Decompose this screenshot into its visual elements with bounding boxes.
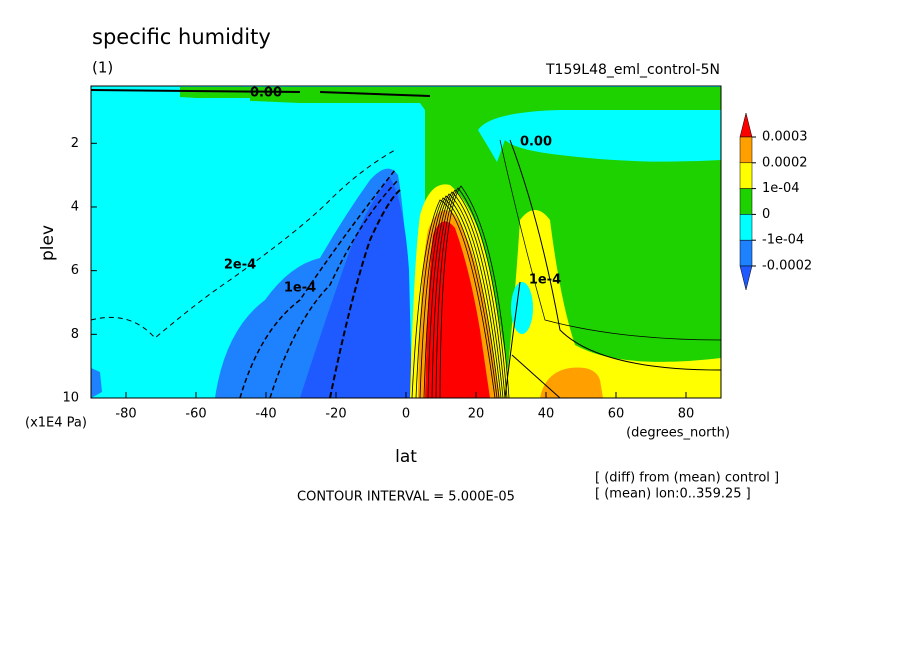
contour-label: 0.00 (520, 135, 552, 150)
x-tick-label: -80 (115, 407, 136, 422)
x-tick-label: -60 (185, 407, 206, 422)
chart-title: specific humidity (92, 25, 271, 49)
contour-line (435, 187, 508, 399)
colorbar-cell (739, 112, 753, 138)
contour-line (439, 185, 510, 399)
contour-line (423, 193, 502, 399)
contour-label: 1e-4 (284, 281, 316, 296)
x-axis-label: lat (395, 447, 417, 467)
y-tick-label: 2 (71, 136, 79, 151)
colorbar-cell (739, 136, 753, 164)
subtitle: (1) (92, 59, 113, 77)
contour-region (478, 110, 721, 162)
colorbar-label: 0.0002 (762, 155, 808, 170)
contour-line (419, 195, 500, 399)
colorbar-cell (739, 214, 753, 241)
footer: CONTOUR INTERVAL = 5.000E-05 (297, 490, 515, 505)
contour-label: 1e-4 (529, 273, 561, 288)
contour-region (190, 98, 250, 104)
x-tick-label: 0 (402, 407, 410, 422)
x-tick-label: 40 (538, 407, 555, 422)
y-units: (x1E4 Pa) (25, 416, 87, 431)
colorbar-label: 1e-04 (762, 181, 800, 196)
colorbar-label: -1e-04 (762, 233, 804, 248)
contour-line (427, 191, 504, 399)
colorbar-cell (739, 239, 753, 267)
x-tick-label: 60 (608, 407, 625, 422)
colorbar-cell (739, 188, 753, 215)
contour-line (239, 169, 396, 399)
contour-line (329, 189, 401, 399)
colorbar-label: -0.0002 (762, 259, 812, 274)
y-tick-label: 6 (71, 263, 79, 278)
contour-region (511, 282, 533, 334)
contour-line (431, 189, 506, 399)
y-axis-label: plev (38, 225, 58, 261)
x-units: (degrees_north) (626, 426, 730, 441)
y-tick-label: 10 (62, 391, 79, 406)
colorbar-label: 0.0003 (762, 130, 808, 145)
y-tick-label: 8 (71, 327, 79, 342)
contour-line (269, 179, 399, 399)
contour-region (540, 367, 603, 398)
contour-line (504, 281, 561, 399)
colorbar-cell (739, 162, 753, 189)
note: [ (diff) from (mean) control ] (595, 471, 779, 486)
contour-line (509, 139, 722, 371)
contour-region (505, 210, 721, 398)
y-tick-label: 4 (71, 199, 79, 214)
contour-line (499, 139, 722, 341)
contour-label: 2e-4 (224, 258, 256, 273)
contour-line (411, 199, 496, 399)
note: [ (mean) lon:0..359.25 ] (595, 487, 751, 502)
x-tick-label: -40 (255, 407, 276, 422)
colorbar-cell (739, 265, 753, 291)
plot-area: 0.00 0.00 1e-4 2e-4 1e-4 (90, 86, 722, 399)
x-tick-label: 20 (468, 407, 485, 422)
contour-line (90, 149, 396, 339)
contour-line (415, 197, 498, 399)
colorbar-label: 0 (762, 207, 770, 222)
x-tick-label: 80 (678, 407, 695, 422)
dataset-label: T159L48_eml_control-5N (545, 62, 720, 78)
contour-line (90, 89, 431, 97)
contour-label: 0.00 (250, 86, 282, 101)
contour-region (91, 368, 102, 398)
x-tick-label: -20 (325, 407, 346, 422)
